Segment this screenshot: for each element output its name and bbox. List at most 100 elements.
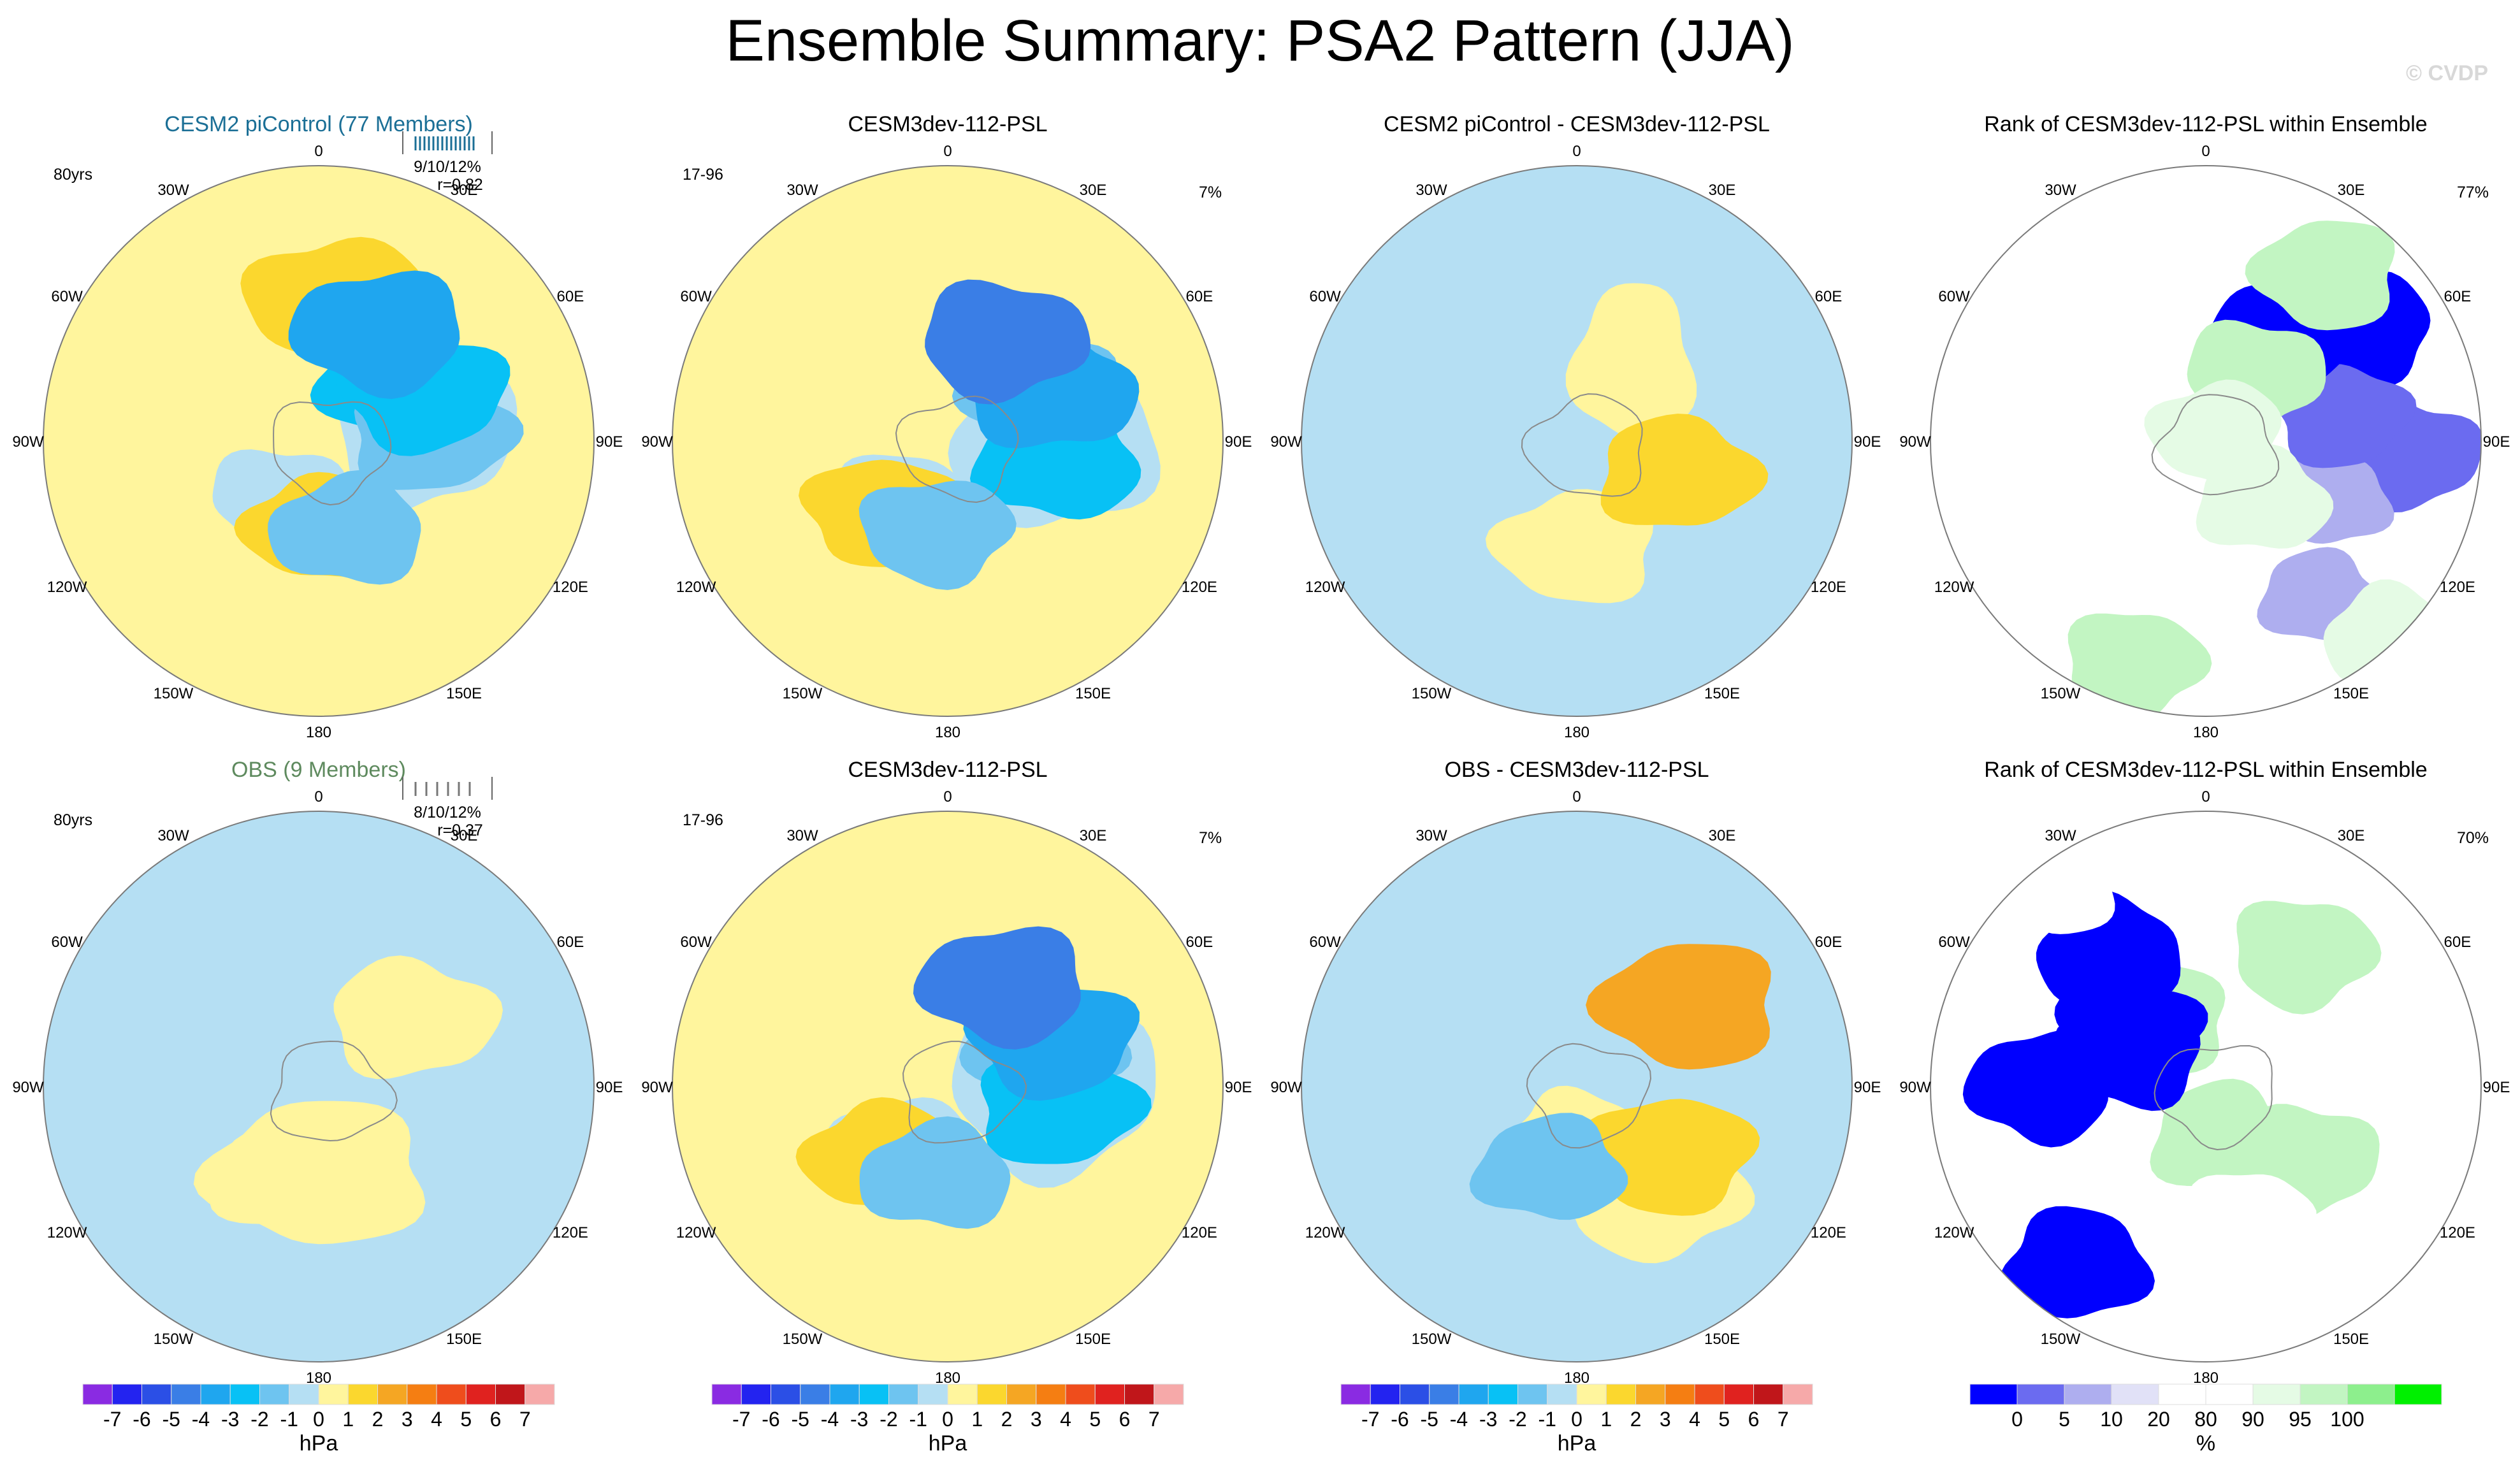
colorbar-swatch [2299,1384,2348,1405]
colorbar-label: 5 [1089,1408,1101,1431]
map-border [1930,811,2482,1362]
colorbar-label: 6 [490,1408,502,1431]
colorbar-label: 6 [1748,1408,1760,1431]
colorbar-swatch [858,1384,889,1405]
colorbar-label: -3 [221,1408,239,1431]
colorbar-swatch [229,1384,260,1405]
colorbar-swatch [1576,1384,1607,1405]
colorbar-swatch [1753,1384,1784,1405]
colorbar-swatch [1635,1384,1666,1405]
colorbar-label: 80 [2194,1408,2217,1431]
colorbar-label: -4 [1450,1408,1468,1431]
colorbar-swatch [1429,1384,1459,1405]
colorbar-swatch [800,1384,830,1405]
lon-label: 120W [1305,579,1345,596]
map-fills [799,279,1161,590]
lon-label: 90E [596,433,623,451]
antarctica-coastline [2154,1044,2273,1151]
colorbar-swatch [2205,1384,2254,1405]
pattern-stat-label: r=0.82 [437,176,483,194]
lon-label: 30E [451,827,478,844]
colorbar-swatch [1517,1384,1548,1405]
colorbar-swatch [1969,1384,2018,1405]
lon-label: 120E [1811,579,1846,596]
panel-title: CESM3dev-112-PSL [848,758,1047,782]
lon-label: 60W [51,934,83,951]
colorbar-swatch [200,1384,231,1405]
lon-label: 120E [553,579,588,596]
lon-label: 90W [12,1079,44,1096]
rank-percent-label: 7% [1199,829,1222,847]
colorbar-swatch [171,1384,201,1405]
colorbar-swatch [347,1384,378,1405]
lon-label: 90W [1270,1079,1302,1096]
panel-p13: 0 30E 60E 90E 120E 150E 180 150W 120W 90W 60W 30W CE… [1270,112,1881,741]
lon-label: 120W [47,1224,87,1241]
map-background [1301,166,1852,716]
colorbar-swatch [1488,1384,1518,1405]
lon-label: 30E [1080,827,1107,844]
colorbar-label: -3 [1479,1408,1497,1431]
colorbar-swatch [1006,1384,1037,1405]
colorbar-label: 7 [1148,1408,1160,1431]
rank-region [2245,220,2395,331]
rank-region [2067,613,2212,716]
colorbar-swatch [918,1384,948,1405]
lon-label: 60W [1309,934,1341,951]
lon-label: 90E [2483,433,2510,451]
colorbar-label: 2 [1001,1408,1013,1431]
panel-title: OBS (9 Members) [231,758,406,782]
colorbar-label: 3 [402,1408,413,1431]
lon-label: 90W [1270,433,1302,451]
colorbar-cb4: 0 5 10 20 80 90 95 100% [1969,1384,2442,1456]
contour-region [268,470,421,585]
colorbar-label: 1 [342,1408,354,1431]
map-border [1930,165,2482,717]
colorbar-swatch [1124,1384,1155,1405]
lon-label: 120E [553,1224,588,1241]
contour-region [1565,283,1697,438]
colorbar-swatch [976,1384,1007,1405]
map-background [43,811,594,1362]
panel-p14: 0 30E 60E 90E 120E 150E 180 150W 120W 90W 60W 30W Ra… [1899,112,2510,741]
lon-label: 30W [2045,182,2076,199]
contour-region [333,955,503,1080]
colorbar-swatch [947,1384,978,1405]
colorbar-swatch [1605,1384,1636,1405]
panel-title: CESM2 piControl (77 Members) [164,112,473,136]
rank-percent-label: 77% [2457,184,2489,201]
colorbar-swatch [2064,1384,2112,1405]
colorbar-label: 0 [2011,1408,2023,1431]
page-title: Ensemble Summary: PSA2 Pattern (JJA) [725,8,1795,73]
map-background [1301,811,1852,1362]
colorbar-label: -6 [1391,1408,1408,1431]
lon-label: 30W [157,827,189,844]
colorbar-swatch [711,1384,742,1405]
colorbar-label: 4 [1060,1408,1071,1431]
lon-label: 30W [786,827,818,844]
lon-label: 90E [1225,433,1252,451]
colorbar-swatch [2017,1384,2065,1405]
colorbar-label: -7 [1361,1408,1379,1431]
lon-label: 60W [1938,288,1970,305]
colorbar-swatch [1400,1384,1430,1405]
rank-region [2236,900,2382,1015]
colorbar-label: -3 [850,1408,868,1431]
lon-label: 150E [446,685,482,702]
lon-label: 150E [2333,685,2369,702]
colorbar-swatch [1370,1384,1400,1405]
colorbar-swatch [1783,1384,1813,1405]
lon-label: 30E [1709,182,1736,199]
years-label: 80yrs [54,166,92,184]
lon-label: 120W [47,579,87,596]
lon-label: 90E [2483,1079,2510,1096]
contour-region [1469,1113,1628,1220]
colorbar-unit: % [2196,1431,2215,1456]
lon-label: 150E [1704,1331,1740,1348]
lon-label: 0 [314,143,322,160]
lon-label: 60E [557,288,584,305]
colorbar-label: -7 [732,1408,750,1431]
panel-p24: 030E60E90E120E150E180150W120W90W60W30WRa… [1899,758,2510,1387]
lon-label: 0 [314,788,322,806]
lon-label: 150W [783,685,823,702]
